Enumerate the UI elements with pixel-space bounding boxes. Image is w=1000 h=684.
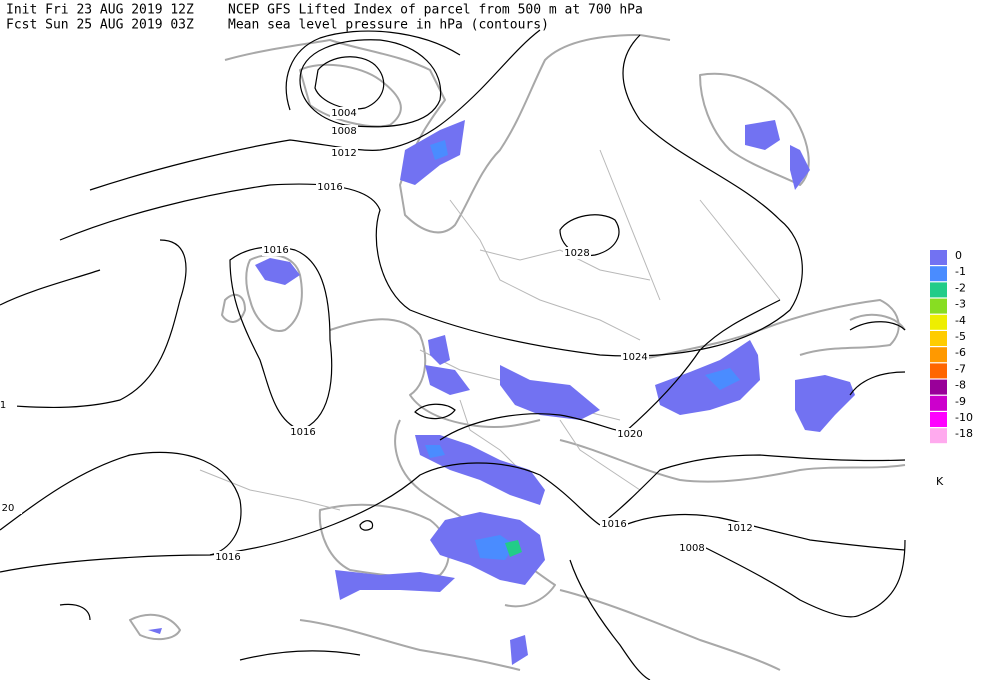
contour-label-bg xyxy=(0,502,22,514)
map-title: NCEP GFS Lifted Index of parcel from 500… xyxy=(228,3,643,18)
contour-label-bg xyxy=(262,244,290,256)
contour-label: 1024 xyxy=(622,352,647,363)
contour-label: 1028 xyxy=(564,248,589,259)
contour-label: 1004 xyxy=(331,108,356,119)
forecast-time: Fcst Sun 25 AUG 2019 03Z xyxy=(6,18,194,33)
coastlines xyxy=(129,34,906,671)
legend-label: -2 xyxy=(955,281,966,294)
contour-label: 20 xyxy=(2,503,15,514)
legend-swatch xyxy=(930,314,947,330)
legend-swatch xyxy=(930,395,947,411)
contour-label: 1016 xyxy=(317,182,342,193)
legend-label: -1 xyxy=(955,265,966,278)
contour-label-bg xyxy=(316,181,344,193)
contour-label-bg xyxy=(616,428,644,440)
legend: 0 -1 -2 -3 -4 -5 -6 -7 -8 -9 -10 -18 K xyxy=(930,249,973,488)
contour-label-bg xyxy=(621,351,649,363)
contour-label: 1008 xyxy=(331,126,356,137)
contour-label-bg xyxy=(726,522,754,534)
legend-swatch xyxy=(930,331,947,346)
contour-label: 1016 xyxy=(263,245,288,256)
contour-label: 1016 xyxy=(290,427,315,438)
legend-label: -3 xyxy=(955,298,966,311)
legend-label: -6 xyxy=(955,346,966,359)
contour-label: 1012 xyxy=(331,148,356,159)
contour-label-bg xyxy=(563,247,591,259)
legend-label: -18 xyxy=(955,427,973,440)
legend-label: -5 xyxy=(955,330,966,343)
legend-swatch xyxy=(930,298,947,314)
contour-label-bg xyxy=(289,426,317,438)
contour-label-bg xyxy=(330,147,358,159)
contour-label: 1016 xyxy=(601,519,626,530)
contour-label: 1016 xyxy=(215,552,240,563)
legend-swatch xyxy=(930,250,947,265)
contour-label-bg xyxy=(214,551,242,563)
legend-label: -9 xyxy=(955,395,966,408)
contour-label-bg xyxy=(678,542,706,554)
legend-swatch xyxy=(930,428,947,444)
legend-label: -4 xyxy=(955,314,966,327)
contour-label-bg xyxy=(600,518,628,530)
lifted-index-areas xyxy=(148,120,855,665)
legend-swatch xyxy=(930,347,947,363)
legend-swatch xyxy=(930,266,947,282)
contour-labels: 1004 1008 1012 1016 1016 1028 1024 1020 1016 1016… xyxy=(0,107,754,563)
legend-label: 0 xyxy=(955,249,962,262)
legend-label: -7 xyxy=(955,362,966,375)
contour-label: 1008 xyxy=(679,543,704,554)
map-subtitle: Mean sea level pressure in hPa (contours… xyxy=(228,18,549,33)
legend-unit: K xyxy=(936,475,944,488)
legend-label: -10 xyxy=(955,411,973,424)
legend-swatch xyxy=(930,412,947,427)
legend-swatch xyxy=(930,363,947,379)
contour-label: 1020 xyxy=(617,429,642,440)
legend-swatch xyxy=(930,379,947,395)
legend-label: -8 xyxy=(955,379,966,392)
contour-label-bg xyxy=(330,107,358,119)
init-time: Init Fri 23 AUG 2019 12Z xyxy=(6,3,194,18)
contour-label: 1 xyxy=(0,400,6,411)
contour-label-bg xyxy=(330,125,358,137)
contour-label: 1012 xyxy=(727,523,752,534)
contour-label-bg xyxy=(0,399,17,411)
legend-swatch xyxy=(930,282,947,298)
